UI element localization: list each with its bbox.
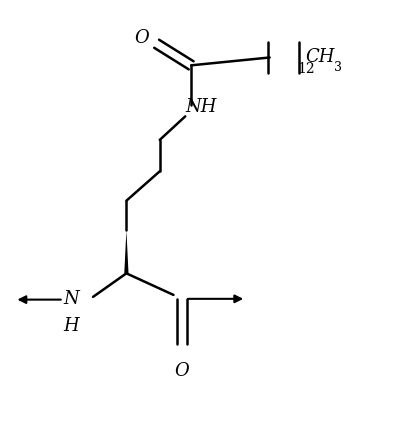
Text: CH: CH [305, 48, 334, 66]
Text: NH: NH [185, 98, 217, 116]
Polygon shape [119, 230, 133, 273]
Text: O: O [135, 29, 150, 47]
Text: 12: 12 [297, 62, 315, 76]
Text: 3: 3 [334, 61, 342, 74]
Text: O: O [174, 363, 189, 380]
Text: N: N [64, 290, 79, 308]
Text: H: H [64, 317, 79, 335]
